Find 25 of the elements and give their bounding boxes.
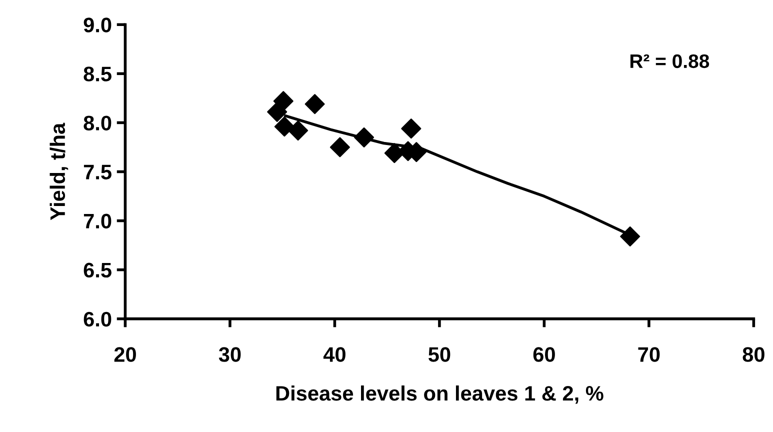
y-tick-label: 7.0 <box>84 214 112 229</box>
x-tick-label: 80 <box>742 347 764 362</box>
x-tick-label: 30 <box>218 347 241 362</box>
y-tick-label: 9.0 <box>84 18 112 32</box>
point <box>274 116 294 137</box>
x-tick-label: 60 <box>533 347 555 362</box>
y-tick-label: 8.5 <box>84 66 112 82</box>
point <box>354 127 374 148</box>
x-tick-label: 50 <box>428 347 450 362</box>
point <box>401 118 422 139</box>
annotation: R² = 0.88 <box>630 54 710 68</box>
point <box>304 94 325 114</box>
point <box>330 137 350 158</box>
x-tick-label: 70 <box>638 347 660 362</box>
point <box>267 102 288 122</box>
y-axis-title: Yield, t/ha <box>50 122 68 220</box>
x-tick-label: 20 <box>114 347 136 362</box>
y-tick-label: 6.5 <box>84 262 112 278</box>
y-tick-label: 7.5 <box>84 164 112 180</box>
y-tick-label: 6.0 <box>84 312 112 327</box>
point <box>620 226 640 246</box>
y-tick-label: 8.0 <box>84 116 112 130</box>
x-tick-label: 40 <box>323 347 346 362</box>
x-axis-title: Disease levels on leaves 1 & 2, % <box>276 385 604 404</box>
point <box>288 120 308 141</box>
